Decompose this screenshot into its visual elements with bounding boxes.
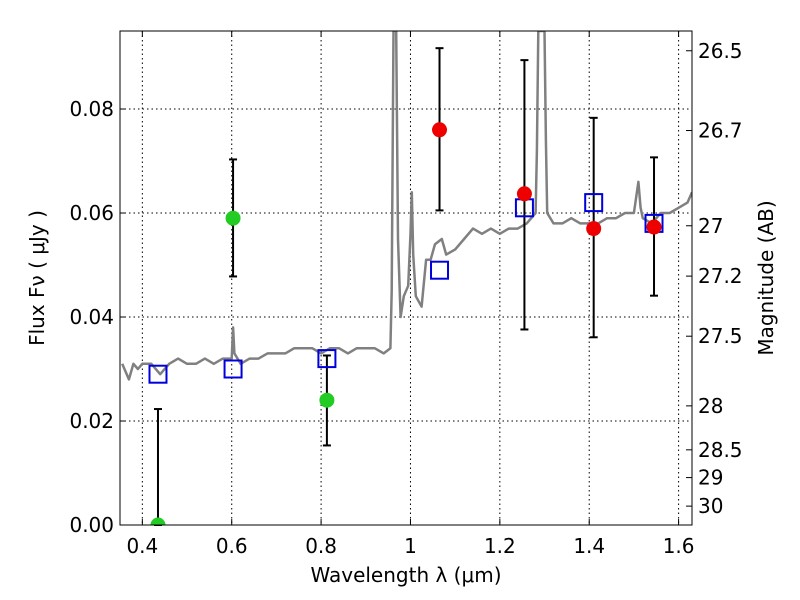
y2-tick-label: 27.2 xyxy=(698,264,743,288)
model-band-square xyxy=(584,193,604,213)
observed-flux-point xyxy=(646,219,662,235)
observed-flux-point xyxy=(319,392,335,408)
x-tick-label: 0.4 xyxy=(126,534,158,558)
x-axis-title: Wavelength λ (μm) xyxy=(310,563,501,587)
model-band-square xyxy=(430,260,450,280)
observed-flux-point xyxy=(586,221,602,237)
x-tick-label: 1.4 xyxy=(573,534,605,558)
x-tick-label: 1.2 xyxy=(484,534,516,558)
y-tick-label: 0.00 xyxy=(69,513,114,537)
y2-axis-title: Magnitude (AB) xyxy=(754,200,778,355)
y-axis-title: Flux Fν ( μJy ) xyxy=(25,210,49,346)
y2-tick-label: 29 xyxy=(698,466,723,490)
y-tick-label: 0.08 xyxy=(69,97,114,121)
observed-flux-point xyxy=(150,517,166,525)
model-band-square xyxy=(148,364,168,384)
axis-ticks: 0.4 0.6 0.8 1 1.2 1.4 1.6 0.00 0.02 0.04 0.06 0.08 2… xyxy=(69,31,743,558)
y-tick-label: 0.06 xyxy=(69,201,114,225)
observed-flux-point xyxy=(432,122,448,138)
y2-tick-label: 28.5 xyxy=(698,438,743,462)
observed-flux-point xyxy=(225,210,241,226)
y2-tick-label: 26.5 xyxy=(698,39,743,63)
model-sed-line xyxy=(121,31,692,381)
y2-tick-label: 28 xyxy=(698,394,723,418)
x-tick-label: 1.6 xyxy=(663,534,695,558)
y-tick-label: 0.04 xyxy=(69,305,114,329)
y2-tick-label: 27.5 xyxy=(698,324,743,348)
x-tick-label: 1 xyxy=(404,534,417,558)
y2-tick-label: 26.7 xyxy=(698,119,743,143)
model-band-square xyxy=(223,359,243,379)
y2-tick-label: 27 xyxy=(698,214,723,238)
plot-frame xyxy=(119,30,693,526)
x-tick-label: 0.6 xyxy=(216,534,248,558)
plot-area xyxy=(121,31,692,526)
y2-tick-label: 30 xyxy=(698,494,723,518)
observed-flux-point xyxy=(516,186,532,202)
model-band-square xyxy=(317,349,337,369)
grid-lines xyxy=(120,31,692,526)
x-tick-label: 0.8 xyxy=(305,534,337,558)
y-tick-label: 0.02 xyxy=(69,409,114,433)
